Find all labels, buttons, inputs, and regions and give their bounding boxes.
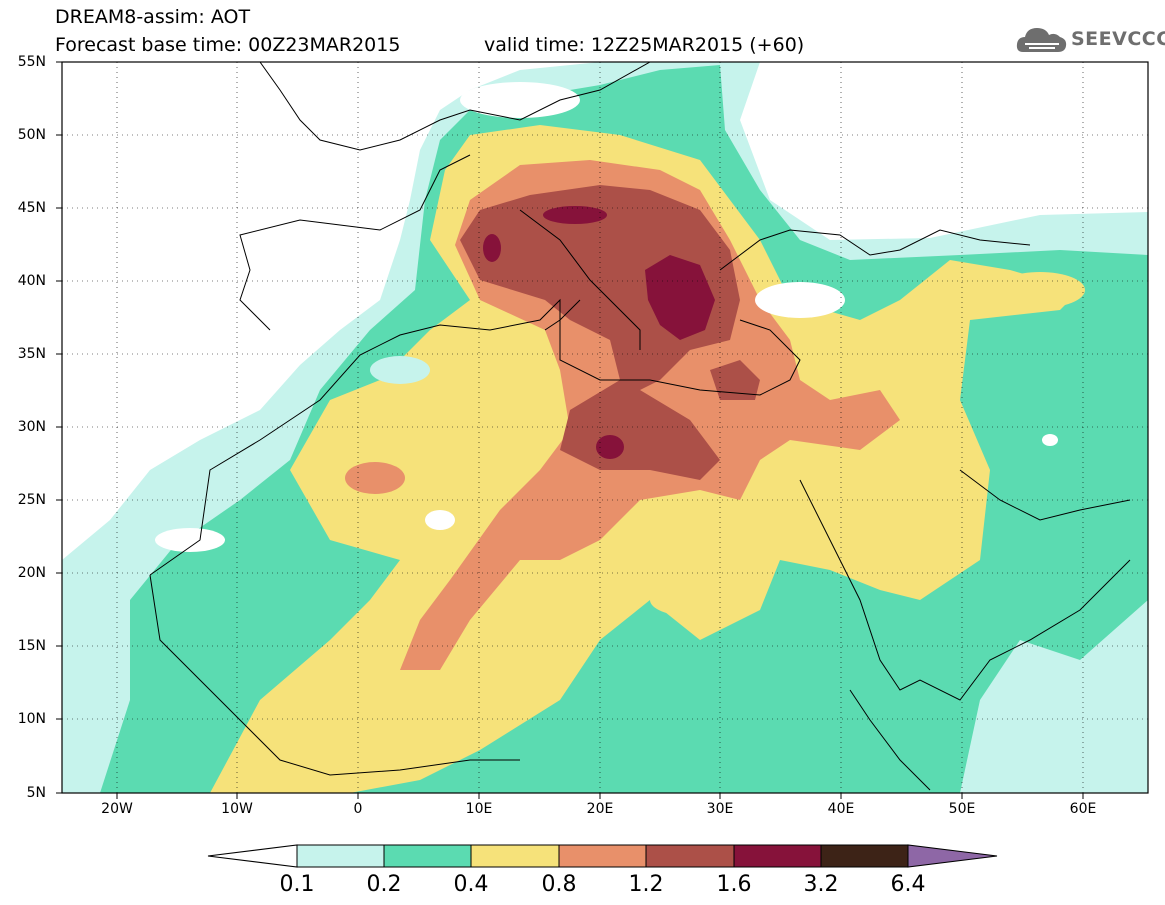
lon-label: 50E (948, 801, 976, 817)
lon-label: 60E (1069, 801, 1097, 817)
aot-contour-1.6 (483, 234, 501, 262)
lat-label: 55N (17, 54, 46, 70)
colorbar-bin-7 (820, 844, 909, 868)
lon-label: 20W (101, 801, 133, 817)
lon-label: 30E (706, 801, 734, 817)
aot-contour-1.6 (645, 255, 715, 340)
colorbar-under (207, 844, 298, 868)
lat-label: 25N (17, 492, 46, 508)
lat-label: 30N (17, 419, 46, 435)
lat-label: 50N (17, 127, 46, 143)
tick-marks (56, 61, 1084, 799)
lat-label: 15N (17, 638, 46, 654)
lon-label: 0 (353, 801, 363, 817)
colorbar-label: 3.2 (803, 872, 839, 897)
colorbar-label: 1.2 (628, 872, 664, 897)
colorbar-over (907, 844, 998, 868)
colorbar-bin-1 (296, 844, 385, 868)
valid-time: valid time: 12Z25MAR2015 (+60) (484, 34, 805, 56)
aot-hole (370, 356, 430, 384)
colorbar-label: 0.4 (453, 872, 489, 897)
graticule (62, 62, 1148, 793)
aot-patch (650, 584, 730, 616)
lon-label: 10E (465, 801, 493, 817)
aot-contour-1.6 (543, 206, 607, 224)
lon-label: 10W (221, 801, 253, 817)
aot-hole (1042, 434, 1058, 446)
lat-label: 45N (17, 200, 46, 216)
aot-hole (155, 528, 225, 552)
colorbar-bin-2 (383, 844, 472, 868)
lat-label: 20N (17, 565, 46, 581)
colorbar-label: 1.6 (716, 872, 752, 897)
aot-field (62, 62, 1148, 793)
lat-label: 40N (17, 273, 46, 289)
colorbar-bin-5 (645, 844, 735, 868)
colorbar-bin-4 (558, 844, 647, 868)
coastlines (149, 62, 1131, 791)
aot-hole (425, 510, 455, 530)
cloud-icon (1016, 28, 1067, 52)
colorbar-label: 0.1 (279, 872, 315, 897)
map-title: DREAM8-assim: AOT (55, 6, 251, 28)
aot-hole (460, 82, 580, 118)
lat-label: 35N (17, 346, 46, 362)
logo-text: SEEVCCC (1071, 28, 1165, 50)
colorbar-label: 0.8 (541, 872, 577, 897)
colorbar-bin-6 (733, 844, 822, 868)
seevccc-logo: SEEVCCC (1015, 22, 1165, 58)
lat-label: 5N (26, 785, 46, 801)
aot-patch (995, 272, 1085, 308)
aot-contour-1.2b (710, 360, 760, 400)
lon-label: 20E (586, 801, 614, 817)
aot-contour-1.6 (596, 435, 624, 459)
lat-label: 10N (17, 711, 46, 727)
aot-hole (755, 282, 845, 318)
colorbar (207, 844, 998, 868)
colorbar-label: 0.2 (366, 872, 402, 897)
forecast-base-time: Forecast base time: 00Z23MAR2015 (55, 34, 401, 56)
colorbar-bin-3 (470, 844, 560, 868)
colorbar-label: 6.4 (890, 872, 926, 897)
aot-patch (345, 462, 405, 494)
lon-label: 40E (827, 801, 855, 817)
